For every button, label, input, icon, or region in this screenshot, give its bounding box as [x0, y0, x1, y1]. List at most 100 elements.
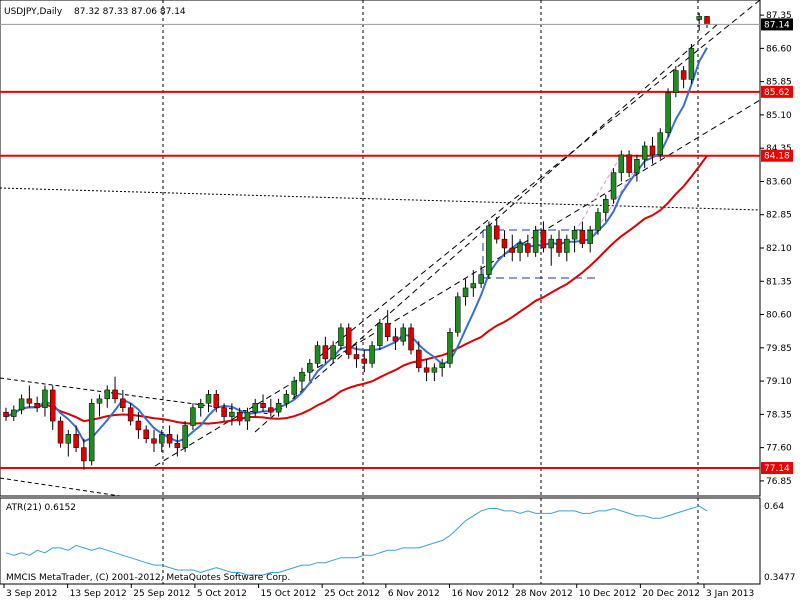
candle — [34, 396, 40, 413]
candle-body — [65, 434, 72, 444]
candle — [579, 221, 586, 248]
candle — [299, 367, 305, 390]
candle-body — [423, 367, 430, 373]
price-tick-label: 80.60 — [766, 311, 792, 321]
candle — [517, 239, 523, 262]
candle-body — [42, 389, 48, 408]
candle-body — [244, 411, 251, 422]
candle-body — [88, 403, 95, 462]
candle-body — [182, 425, 188, 448]
candle-body — [73, 434, 79, 448]
trendlines — [0, 0, 761, 497]
candle-body — [525, 243, 531, 253]
candle — [182, 421, 188, 453]
horizontal-levels: 85.62 84.18 77.14 — [0, 85, 793, 475]
candle — [244, 407, 251, 430]
level-badge — [761, 462, 793, 475]
candle-body — [26, 398, 33, 404]
candle-body — [221, 407, 227, 417]
atr-max-label: 0.64 — [764, 502, 784, 512]
candle — [307, 358, 313, 382]
candle-body — [657, 132, 664, 156]
candle-body — [455, 296, 461, 333]
candle — [291, 376, 297, 399]
main-pane — [0, 0, 761, 497]
candle-body — [439, 363, 445, 369]
candle — [330, 341, 336, 364]
candle-body — [602, 198, 609, 213]
atr-min-label: 0.3477 — [764, 573, 796, 583]
candle-body — [408, 327, 414, 351]
candle-body — [127, 407, 134, 422]
level-label: 85.62 — [764, 88, 790, 98]
date-tick-label: 3 Jan 2013 — [706, 589, 754, 599]
candle-body — [532, 230, 539, 253]
candle-body — [478, 274, 484, 284]
price-tick-label: 84.35 — [766, 144, 792, 154]
candle-body — [283, 394, 290, 404]
candle-body — [174, 442, 181, 448]
candle — [548, 234, 554, 266]
candle — [525, 234, 531, 257]
candle — [447, 327, 453, 368]
candle — [540, 221, 547, 253]
candle — [470, 270, 477, 297]
price-tick-label: 85.10 — [766, 111, 792, 121]
atr-pane — [0, 497, 761, 585]
candle — [641, 141, 648, 169]
candle — [634, 154, 640, 182]
candle — [478, 265, 484, 288]
candle-body — [143, 429, 149, 440]
candle-body — [81, 447, 87, 462]
candle — [88, 398, 95, 466]
candle — [236, 407, 243, 426]
candle — [314, 341, 321, 368]
candle-body — [190, 407, 196, 426]
copyright-text: MMCIS MetaTrader, (C) 2001-2012, MetaQuo… — [6, 573, 290, 583]
candle-body — [260, 403, 266, 408]
candle — [18, 394, 25, 415]
candle — [657, 128, 664, 160]
candle — [104, 385, 111, 408]
date-tick-label: 3 Sep 2012 — [6, 589, 57, 599]
candle-body — [307, 363, 313, 373]
level-badge — [761, 85, 793, 98]
candle — [127, 403, 134, 426]
price-tick-label: 82.10 — [766, 244, 792, 254]
price-tick-label: 87.35 — [766, 11, 792, 21]
candle — [509, 234, 516, 262]
candle-body — [361, 358, 368, 364]
price-tick-label: 82.85 — [766, 211, 792, 221]
candle-body — [634, 159, 640, 173]
candle-body — [517, 243, 523, 253]
candle — [602, 194, 609, 222]
candle-body — [587, 230, 593, 244]
candle-body — [509, 247, 516, 253]
candle — [322, 336, 329, 364]
candle-body — [626, 154, 632, 173]
candle-body — [595, 212, 601, 231]
candle — [439, 358, 445, 377]
candle — [65, 429, 72, 457]
candle — [190, 403, 196, 430]
candle-body — [229, 411, 235, 417]
candle-body — [291, 380, 297, 395]
symbol-label: USDJPY,Daily — [4, 7, 63, 17]
candle — [353, 345, 360, 368]
price-tick-label: 86.60 — [766, 44, 792, 54]
candle — [338, 323, 344, 351]
date-tick-label: 25 Sep 2012 — [133, 589, 190, 599]
candle — [696, 12, 702, 31]
candle-body — [618, 154, 625, 173]
candle — [252, 398, 258, 417]
candle — [532, 225, 539, 257]
consolidation-box — [482, 229, 596, 279]
candle-body — [353, 354, 360, 360]
candle-body — [135, 420, 142, 431]
candle — [587, 225, 593, 253]
date-tick-label: 6 Nov 2012 — [388, 589, 440, 599]
candle — [283, 389, 290, 408]
price-tick-label: 76.85 — [766, 477, 792, 487]
candle-body — [3, 411, 9, 417]
